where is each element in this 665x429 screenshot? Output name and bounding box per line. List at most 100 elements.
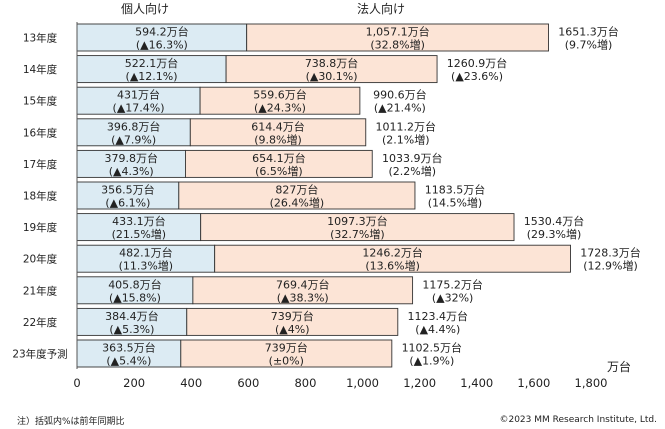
category-label: 20年度 [23,253,58,266]
x-tick-label: 1,200 [403,376,436,390]
personal-change-label: (▲15.8%) [109,291,161,304]
personal-value-label: 594.2万台 [135,25,189,39]
bar-corporate [214,244,571,273]
personal-change-label: (▲5.3%) [109,323,154,336]
corporate-value-label: 1,057.1万台 [366,25,430,39]
corporate-value-label: 1097.3万台 [327,214,388,228]
corporate-value-label: 827万台 [275,183,318,197]
total-value-label: 1183.5万台 [425,183,486,197]
total-value-label: 1175.2万台 [422,277,483,291]
corporate-value-label: 738.8万台 [305,56,359,70]
total-value-label: 1123.4万台 [408,309,469,323]
bar-corporate [192,276,414,305]
category-label: 18年度 [23,190,58,203]
value-axis: 0 200 400 600 800 1,000 1,200 1,400 1,600 1,800 [73,22,607,390]
bar-corporate [246,23,549,52]
personal-change-label: (▲7.9%) [111,133,156,146]
total-change-label: (14.5%増) [428,197,483,210]
total-change-label: (▲4.4%) [415,323,460,336]
personal-value-label: 384.4万台 [105,309,159,323]
personal-change-label: (▲16.3%) [136,39,188,52]
bar-corporate [189,118,367,147]
total-change-label: (12.9%増) [583,260,638,273]
bar-corporate [186,307,399,336]
personal-change-label: (11.3%増) [119,260,174,273]
bar-corporate [178,181,416,210]
legend-label-corporate: 法人向け [357,1,405,16]
corporate-change-label: (32.8%増) [370,39,425,52]
corporate-change-label: (▲24.3%) [254,102,306,115]
bar-corporate [200,213,515,242]
bar-personal [76,86,201,115]
personal-value-label: 405.8万台 [108,277,162,291]
bars [76,23,571,368]
legend-label-personal: 個人向け [121,1,169,16]
corporate-change-label: (±0%) [269,355,304,368]
bar-personal [76,339,182,368]
category-label: 15年度 [23,95,58,108]
category-label: 13年度 [23,32,58,45]
category-label: 21年度 [23,284,58,297]
personal-change-label: (21.5%増) [112,228,167,241]
personal-change-label: (▲6.1%) [105,197,150,210]
personal-value-label: 522.1万台 [125,56,179,70]
personal-change-label: (▲5.4%) [106,355,151,368]
corporate-change-label: (13.6%増) [365,260,420,273]
personal-change-label: (▲17.4%) [113,102,165,115]
personal-value-label: 431万台 [117,88,160,102]
total-change-label: (9.7%増) [565,39,613,52]
corporate-change-label: (32.7%増) [330,228,385,241]
bar-corporate [185,149,373,178]
x-tick-label: 600 [237,376,259,390]
category-axis: 13年度 14年度 15年度 16年度 17年度 18年度 19年度 20年度 21年度 22年度… [12,32,67,361]
bar-labels: 594.2万台(▲16.3%) 1,057.1万台(32.8%増) 1651.3万台… [101,25,641,368]
corporate-value-label: 739万台 [271,309,314,323]
personal-value-label: 396.8万台 [107,119,161,133]
category-label: 23年度予測 [12,348,67,361]
footnote: 注）括弧内%は前年同期比 [17,415,125,427]
x-tick-label: 800 [294,376,316,390]
corporate-value-label: 614.4万台 [251,119,305,133]
total-value-label: 1033.9万台 [382,151,443,165]
personal-change-label: (▲12.1%) [126,70,178,83]
bar-personal [76,213,202,242]
legend: 個人向け 法人向け [121,1,405,16]
corporate-value-label: 769.4万台 [276,277,330,291]
category-label: 17年度 [23,158,58,171]
x-tick-label: 0 [73,376,80,390]
bar-personal [76,55,227,84]
corporate-value-label: 654.1万台 [252,151,306,165]
personal-value-label: 433.1万台 [112,214,166,228]
x-axis-unit-label: 万台 [607,359,631,374]
copyright: ©2023 MM Research Institute, Ltd. [499,415,657,425]
total-change-label: (29.3%増) [527,228,582,241]
category-label: 19年度 [23,221,58,234]
x-tick-label: 1,800 [575,376,608,390]
total-change-label: (▲23.6%) [451,70,503,83]
category-label: 22年度 [23,316,58,329]
total-value-label: 990.6万台 [373,88,427,102]
x-tick-label: 1,400 [460,376,493,390]
corporate-change-label: (▲4%) [275,323,310,336]
total-value-label: 1011.2万台 [376,119,437,133]
total-value-label: 1260.9万台 [447,56,508,70]
total-value-label: 1530.4万台 [524,214,585,228]
corporate-change-label: (6.5%増) [255,165,303,178]
corporate-change-label: (▲30.1%) [306,70,358,83]
corporate-change-label: (▲38.3%) [277,291,329,304]
corporate-value-label: 559.6万台 [253,88,307,102]
corporate-value-label: 1246.2万台 [362,246,423,260]
bar-corporate [225,55,438,84]
corporate-change-label: (26.4%増) [270,197,325,210]
total-value-label: 1102.5万台 [402,341,463,355]
category-label: 16年度 [23,126,58,139]
bar-personal [76,118,191,147]
personal-value-label: 363.5万台 [102,341,156,355]
total-value-label: 1728.3万台 [580,246,641,260]
personal-value-label: 482.1万台 [119,246,173,260]
total-value-label: 1651.3万台 [558,25,619,39]
personal-change-label: (▲4.3%) [109,165,154,178]
personal-value-label: 356.5万台 [101,183,155,197]
bar-personal [76,307,188,336]
total-change-label: (▲21.4%) [374,102,426,115]
